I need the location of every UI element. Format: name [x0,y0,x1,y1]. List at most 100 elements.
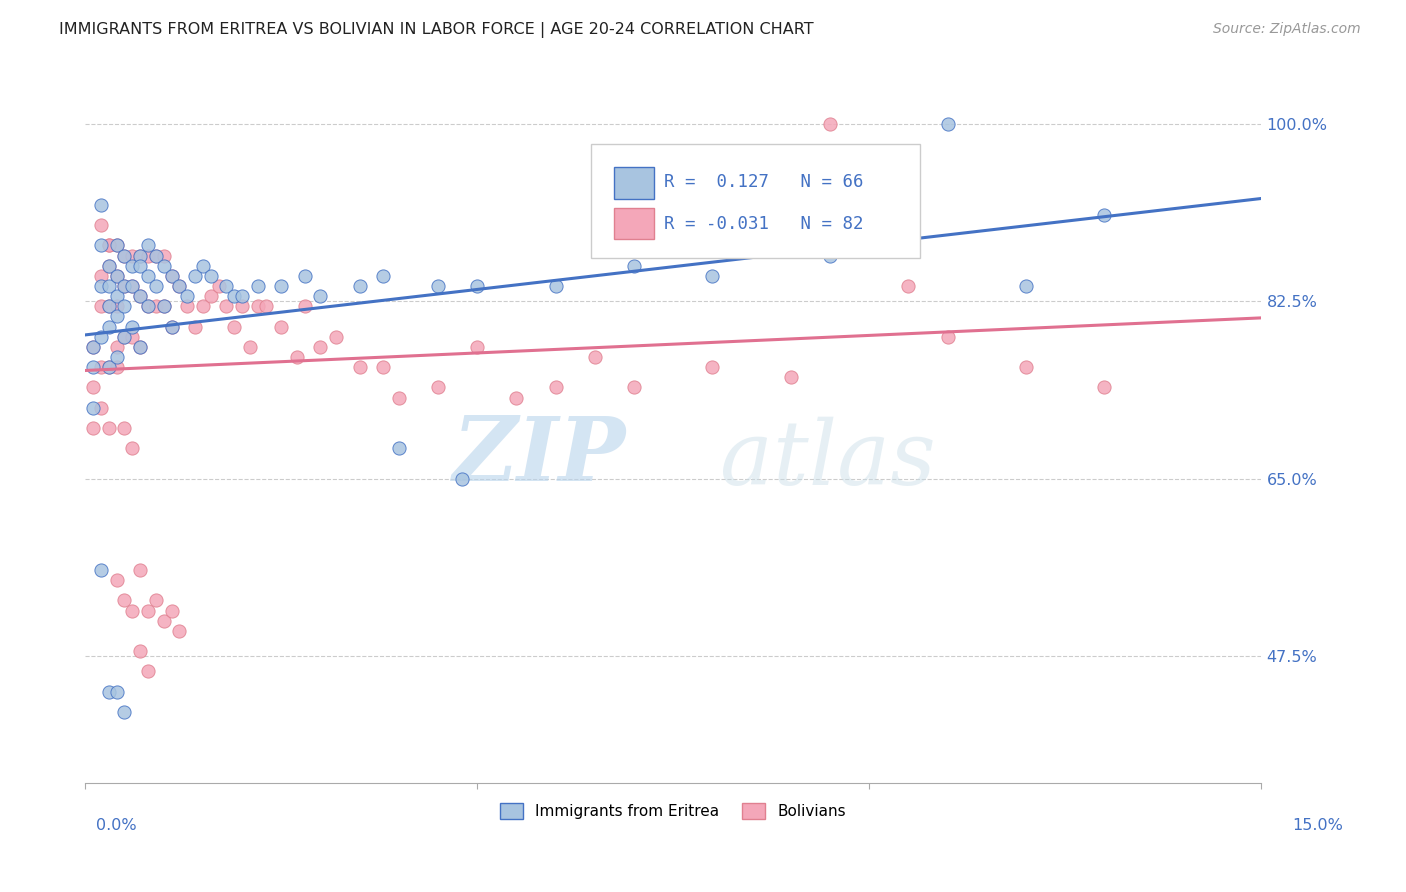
Point [1092,380,1115,394]
Point [105,685,128,699]
Point [90,268,112,283]
Point [224,319,246,334]
Point [121,279,143,293]
Point [121,319,143,334]
Point [465,279,488,293]
Point [136,249,159,263]
Point [702,268,724,283]
Point [129,289,152,303]
Point [90,279,112,293]
Text: Source: ZipAtlas.com: Source: ZipAtlas.com [1213,22,1361,37]
Text: R =  0.127   N = 66: R = 0.127 N = 66 [664,173,863,191]
Text: ZIP: ZIP [453,413,626,500]
Point [90,329,112,343]
Point [105,238,128,252]
Point [97,299,120,313]
Point [224,289,246,303]
Point [114,593,136,607]
Point [184,319,207,334]
Point [1015,279,1038,293]
Point [90,198,112,212]
Text: R = -0.031   N = 82: R = -0.031 N = 82 [664,214,863,233]
Point [114,249,136,263]
Point [114,421,136,435]
Point [160,268,183,283]
Point [388,391,411,405]
Point [82,340,104,354]
Point [160,319,183,334]
Point [136,238,159,252]
Point [294,299,316,313]
Point [897,279,920,293]
Point [152,299,174,313]
Point [90,360,112,375]
Point [169,279,191,293]
Point [90,401,112,415]
Point [90,218,112,232]
Point [936,329,959,343]
Point [505,391,527,405]
FancyBboxPatch shape [614,208,654,239]
Point [373,268,395,283]
Point [246,279,269,293]
Point [231,299,253,313]
Point [121,249,143,263]
Point [152,614,174,628]
Point [818,117,841,131]
Point [779,370,801,384]
Point [97,299,120,313]
Point [200,289,222,303]
Point [176,299,198,313]
Point [160,604,183,618]
Point [105,299,128,313]
Point [97,259,120,273]
Point [388,442,411,456]
Point [231,289,253,303]
Point [105,340,128,354]
Point [169,279,191,293]
Point [114,299,136,313]
Point [145,593,167,607]
Point [114,329,136,343]
Point [114,329,136,343]
Point [82,340,104,354]
Point [114,279,136,293]
Point [207,279,229,293]
Point [90,563,112,577]
Point [105,360,128,375]
Point [105,238,128,252]
Point [169,624,191,638]
Point [82,401,104,415]
Point [136,665,159,679]
Point [97,259,120,273]
FancyBboxPatch shape [591,144,920,258]
Point [97,238,120,252]
Point [145,249,167,263]
Point [97,421,120,435]
Point [1015,360,1038,375]
Point [246,299,269,313]
Point [129,289,152,303]
Point [136,299,159,313]
Point [136,604,159,618]
Point [105,350,128,364]
Point [450,472,472,486]
Point [129,563,152,577]
Point [373,360,395,375]
Point [270,319,292,334]
Point [129,644,152,658]
Point [97,685,120,699]
Point [936,117,959,131]
Point [239,340,262,354]
Point [136,299,159,313]
Point [121,604,143,618]
Point [465,340,488,354]
Point [105,310,128,324]
Point [152,249,174,263]
Point [129,340,152,354]
Point [325,329,347,343]
Point [191,259,214,273]
Point [623,380,645,394]
Point [544,279,567,293]
Point [215,279,238,293]
